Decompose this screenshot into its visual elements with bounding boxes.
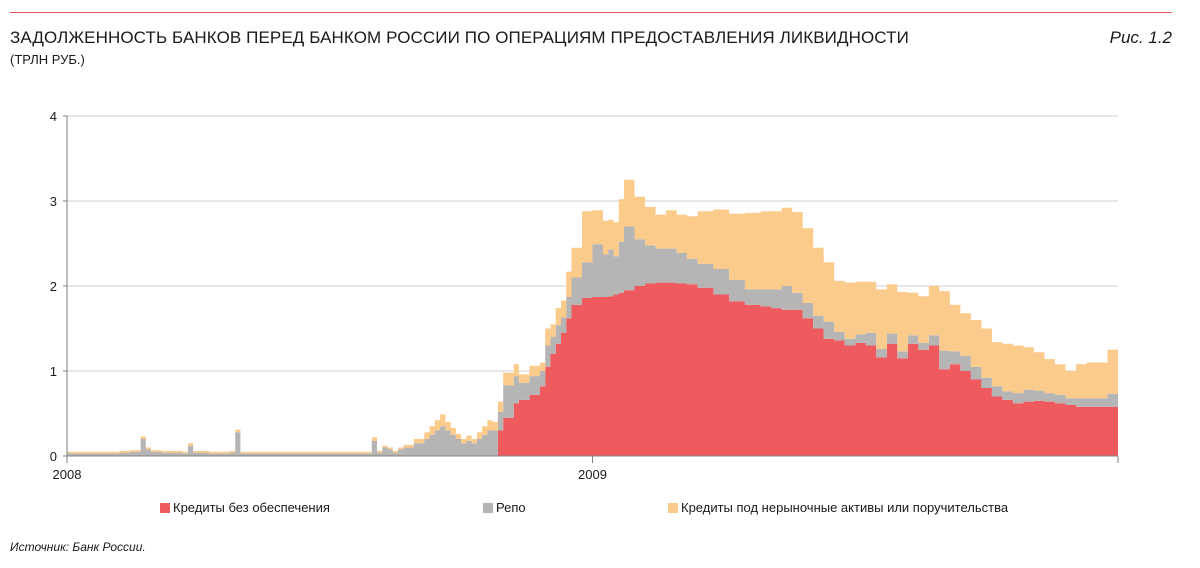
legend: Кредиты без обеспечения Репо Кредиты под н… xyxy=(0,500,1200,520)
y-tick-label-2: 2 xyxy=(50,279,57,294)
top-rule xyxy=(10,12,1172,13)
series-area-3 xyxy=(67,179,1118,454)
source-note: Источник: Банк России. xyxy=(10,540,146,554)
chart-subtitle: (ТРЛН РУБ.) xyxy=(10,52,85,67)
axis-layer: 0 1 2 3 4 2008 2009 xyxy=(50,109,1119,482)
legend-label-2: Репо xyxy=(496,500,526,515)
legend-item-2: Репо xyxy=(483,500,526,515)
legend-item-1: Кредиты без обеспечения xyxy=(160,500,330,515)
legend-label-1: Кредиты без обеспечения xyxy=(173,500,330,515)
legend-swatch-2 xyxy=(483,502,493,513)
legend-item-3: Кредиты под нерыночные активы или поручи… xyxy=(668,500,1008,515)
series-area-1 xyxy=(67,282,1118,456)
area-layer xyxy=(67,179,1118,456)
legend-swatch-1 xyxy=(160,502,170,513)
stacked-area-chart: 0 1 2 3 4 2008 2009 xyxy=(50,109,1119,482)
y-tick-label-1: 1 xyxy=(50,364,57,379)
y-tick-label-4: 4 xyxy=(50,109,57,124)
chart-title: ЗАДОЛЖЕННОСТЬ БАНКОВ ПЕРЕД БАНКОМ РОССИИ… xyxy=(10,28,909,47)
legend-label-3: Кредиты под нерыночные активы или поручи… xyxy=(681,500,1009,515)
y-tick-label-0: 0 xyxy=(50,449,57,464)
x-tick-label-2008: 2008 xyxy=(53,467,82,482)
figure-label: Рис. 1.2 xyxy=(1109,28,1172,47)
legend-swatch-3 xyxy=(668,502,678,513)
x-tick-label-2009: 2009 xyxy=(578,467,607,482)
y-tick-label-3: 3 xyxy=(50,194,57,209)
